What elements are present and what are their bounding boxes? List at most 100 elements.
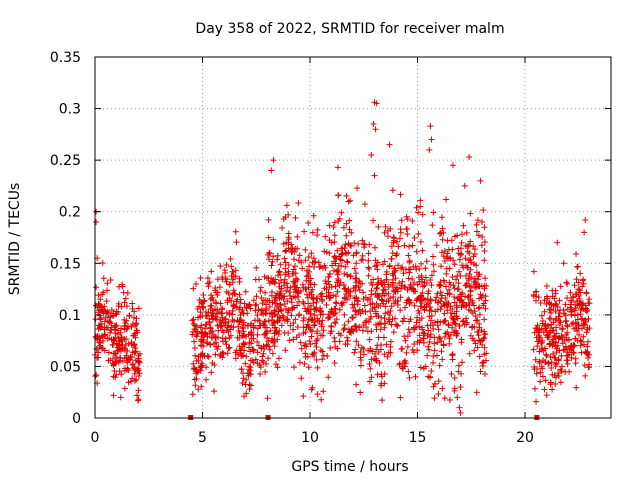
data-point [360, 346, 367, 353]
data-point [217, 323, 224, 330]
data-point [234, 334, 241, 341]
data-point [305, 253, 312, 260]
data-point [537, 299, 544, 306]
data-point [203, 376, 210, 383]
data-point [387, 343, 394, 350]
chart-title: Day 358 of 2022, SRMTID for receiver mal… [195, 21, 504, 37]
data-point [418, 272, 425, 279]
data-point [417, 364, 424, 371]
data-point [372, 126, 379, 133]
data-point [132, 322, 139, 329]
data-point [534, 322, 541, 329]
data-point [200, 304, 207, 311]
data-point [135, 372, 142, 379]
data-point [331, 238, 338, 245]
data-point [573, 291, 580, 298]
data-point [481, 257, 488, 264]
data-point [409, 217, 416, 224]
data-point [420, 329, 427, 336]
data-point [368, 356, 375, 363]
data-point [192, 382, 199, 389]
data-point [459, 262, 466, 269]
data-point [243, 304, 250, 311]
data-point [381, 229, 388, 236]
data-point [457, 384, 464, 391]
data-point [355, 342, 362, 349]
data-point [365, 347, 372, 354]
data-point [448, 314, 455, 321]
data-point [389, 250, 396, 257]
data-point [207, 341, 214, 348]
data-point [561, 310, 568, 317]
data-point [232, 267, 239, 274]
data-point [210, 388, 217, 395]
data-point [221, 322, 228, 329]
data-point [240, 375, 247, 382]
data-point [190, 360, 197, 367]
data-point [373, 313, 380, 320]
data-point [111, 367, 118, 374]
data-point [430, 209, 437, 216]
data-point [241, 393, 248, 400]
data-point [312, 318, 319, 325]
data-point [481, 316, 488, 323]
data-point [279, 224, 286, 231]
data-point [252, 302, 259, 309]
data-point [552, 381, 559, 388]
data-point [539, 318, 546, 325]
data-point [308, 250, 315, 257]
data-point [222, 320, 229, 327]
data-point [307, 310, 314, 317]
data-point [425, 290, 432, 297]
data-point [291, 263, 298, 270]
data-point [330, 267, 337, 274]
data-point [399, 345, 406, 352]
data-point [201, 297, 208, 304]
data-point [396, 235, 403, 242]
data-point [375, 334, 382, 341]
data-point [313, 356, 320, 363]
data-point [239, 325, 246, 332]
data-point [390, 287, 397, 294]
data-point [476, 311, 483, 318]
data-point [405, 275, 412, 282]
data-point [553, 324, 560, 331]
data-point [266, 250, 273, 257]
data-point [583, 329, 590, 336]
data-point [229, 307, 236, 314]
data-point [304, 321, 311, 328]
data-point [216, 284, 223, 291]
data-point [573, 250, 580, 257]
data-point [446, 335, 453, 342]
data-point [374, 259, 381, 266]
data-point [552, 363, 559, 370]
data-point [97, 342, 104, 349]
data-point [347, 242, 354, 249]
data-point [453, 302, 460, 309]
data-point [326, 270, 333, 277]
data-point [302, 350, 309, 357]
data-point [303, 277, 310, 284]
data-point [327, 344, 334, 351]
data-point [132, 377, 139, 384]
data-point [247, 364, 254, 371]
data-point [104, 280, 111, 287]
data-point [250, 359, 257, 366]
data-point [305, 272, 312, 279]
data-point [200, 292, 207, 299]
data-point [101, 318, 108, 325]
data-point [555, 370, 562, 377]
data-point [330, 224, 337, 231]
data-point [451, 293, 458, 300]
data-point [562, 312, 569, 319]
data-point [457, 245, 464, 252]
data-point [106, 319, 113, 326]
data-point [276, 268, 283, 275]
data-point [549, 293, 556, 300]
data-point [548, 365, 555, 372]
data-point [132, 345, 139, 352]
data-point [585, 338, 592, 345]
data-point [366, 265, 373, 272]
data-point [248, 320, 255, 327]
data-point [223, 341, 230, 348]
